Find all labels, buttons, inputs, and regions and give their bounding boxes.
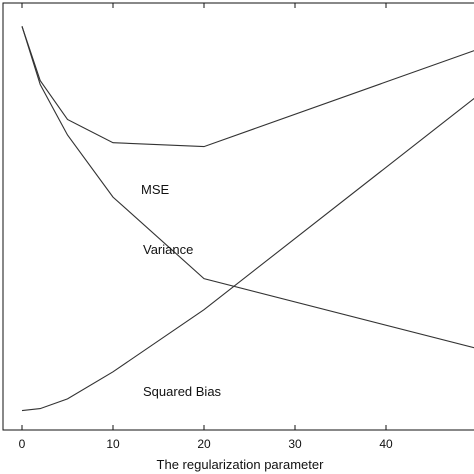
x-tick-label: 20 [197,437,211,451]
series-label-squared-bias: Squared Bias [143,384,222,399]
series-labels: MSE Variance Squared Bias [141,182,222,399]
series-label-variance: Variance [143,242,193,257]
plot-frame [2,2,474,431]
x-axis-ticks: 0102030405 [19,3,474,451]
x-axis-title: The regularization parameter [157,457,325,472]
series-line-squared-bias [21,97,474,412]
x-tick-label: 30 [288,437,302,451]
x-tick-label: 40 [379,437,393,451]
series-line-mse [21,26,474,148]
series-label-mse: MSE [141,182,170,197]
x-tick-label: 0 [19,437,26,451]
x-tick-label: 10 [106,437,120,451]
series-lines [21,26,474,412]
series-line-variance [21,26,474,349]
